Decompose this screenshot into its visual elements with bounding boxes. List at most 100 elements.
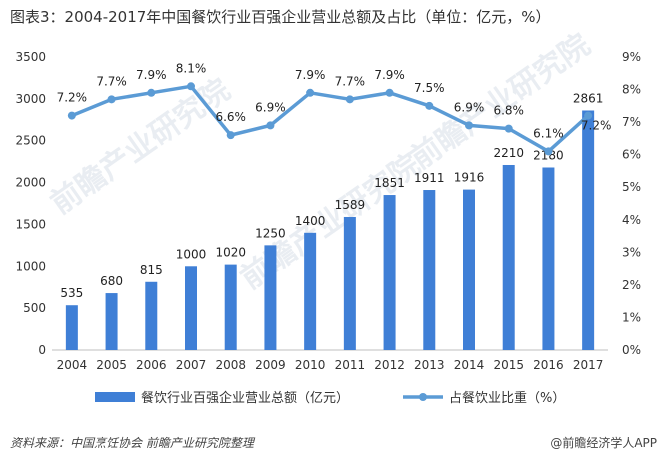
right-tick-8: 8%: [622, 83, 641, 97]
share-line: [71, 84, 590, 154]
share-point-2006: [147, 88, 156, 97]
legend-line-label: 占餐饮业比重（%）: [449, 390, 565, 406]
bar-label-2016: 2180: [533, 149, 564, 163]
x-tick-2004: 2004: [57, 358, 88, 372]
x-tick-2010: 2010: [295, 358, 326, 372]
x-tick-2007: 2007: [176, 358, 207, 372]
share-label-2010: 7.9%: [295, 68, 326, 82]
x-tick-2006: 2006: [136, 358, 167, 372]
share-label-2007: 8.1%: [176, 61, 207, 75]
bar-2006: [145, 281, 158, 350]
bar-label-2012: 1851: [374, 176, 405, 190]
x-axis: 2004 2005 2006 2007 2008 2009 2010 2011 2012 2013…: [52, 349, 608, 372]
bar-2014: [463, 189, 475, 350]
right-tick-5: 5%: [622, 180, 641, 194]
left-tick-0: 0: [38, 343, 46, 357]
share-label-2014: 6.9%: [454, 100, 485, 114]
source-note: 资料来源：中国烹饪协会 前瞻产业研究院整理: [10, 436, 254, 450]
x-tick-2017: 2017: [573, 358, 604, 372]
bar-label-2008: 1020: [215, 246, 246, 260]
share-label-2004: 7.2%: [57, 91, 88, 105]
bar-2005: [105, 293, 118, 350]
right-tick-7: 7%: [622, 115, 641, 129]
bar-2011: [343, 216, 356, 350]
bar-2017: [582, 110, 595, 350]
right-tick-9: 9%: [622, 50, 641, 64]
right-axis: 0% 1% 2% 3% 4% 5% 6% 7% 8% 9%: [622, 50, 641, 357]
bar-label-2004: 535: [60, 286, 83, 300]
share-label-2008: 6.6%: [215, 110, 246, 124]
left-tick-1000: 1000: [15, 259, 46, 273]
x-tick-2008: 2008: [215, 358, 246, 372]
bar-2012: [383, 195, 396, 350]
share-point-2017: [584, 111, 593, 120]
right-tick-1: 1%: [622, 310, 641, 324]
legend: 餐饮行业百强企业营业总额（亿元） 占餐饮业比重（%）: [95, 390, 565, 406]
share-label-2013: 7.5%: [414, 81, 445, 95]
line-series: [67, 82, 593, 156]
share-label-2011: 7.7%: [335, 74, 366, 88]
left-axis: 0 500 1000 1500 2000 2500 3000 3500: [15, 50, 46, 357]
share-point-2010: [306, 88, 315, 97]
bar-2004: [65, 305, 78, 350]
share-label-2015: 6.8%: [493, 104, 524, 118]
share-label-2012: 7.9%: [374, 68, 405, 82]
watermark-1: 前瞻产业研究院: [235, 147, 427, 296]
share-label-2005: 7.7%: [96, 74, 127, 88]
x-tick-2011: 2011: [335, 358, 366, 372]
right-tick-0: 0%: [622, 343, 641, 357]
chart-title: 图表3：2004-2017年中国餐饮行业百强企业营业总额及占比（单位：亿元，%）: [10, 8, 551, 26]
left-tick-3000: 3000: [15, 92, 46, 106]
share-point-2014: [465, 121, 473, 130]
left-tick-1500: 1500: [15, 217, 46, 231]
left-tick-3500: 3500: [15, 50, 46, 64]
legend-bar-label: 餐饮行业百强企业营业总额（亿元）: [141, 390, 349, 406]
legend-line-marker: [419, 393, 427, 401]
right-tick-4: 4%: [622, 213, 641, 227]
bar-2010: [304, 232, 317, 350]
share-point-2004: [67, 111, 76, 120]
x-tick-2012: 2012: [374, 358, 405, 372]
right-tick-3: 3%: [622, 245, 641, 259]
bar-2015: [502, 164, 515, 350]
share-label-2017: 7.2%: [581, 119, 612, 133]
bar-label-2006: 815: [140, 263, 163, 277]
bar-label-2014: 1916: [454, 171, 485, 185]
share-label-2006: 7.9%: [136, 68, 167, 82]
share-point-2016: [544, 147, 553, 156]
share-point-2005: [107, 95, 116, 104]
left-tick-500: 500: [23, 301, 46, 315]
bar-label-2005: 680: [100, 274, 123, 288]
x-tick-2014: 2014: [454, 358, 485, 372]
share-label-2016: 6.1%: [533, 126, 564, 140]
x-tick-2015: 2015: [493, 358, 524, 372]
x-tick-2005: 2005: [96, 358, 127, 372]
right-tick-6: 6%: [622, 148, 641, 162]
bar-2009: [264, 245, 277, 350]
right-tick-2: 2%: [622, 278, 641, 292]
bar-2008: [224, 264, 237, 350]
bar-label-2017: 2861: [573, 91, 604, 105]
left-tick-2500: 2500: [15, 134, 46, 148]
share-label-2009: 6.9%: [255, 100, 286, 114]
share-point-2015: [504, 124, 513, 133]
x-tick-2013: 2013: [414, 358, 445, 372]
bar-label-2013: 1911: [414, 171, 445, 185]
x-tick-2016: 2016: [533, 358, 564, 372]
share-point-2007: [187, 82, 195, 91]
share-point-2008: [226, 131, 235, 140]
bar-value-labels: 535 680 815 1000 1020 1250 1400 1589 1851 1911 191…: [60, 91, 603, 300]
brand-credit: @前瞻经济学人APP: [550, 436, 657, 450]
bar-label-2015: 2210: [493, 146, 524, 160]
x-tick-2009: 2009: [255, 358, 286, 372]
share-point-2013: [425, 101, 434, 110]
share-point-2009: [266, 121, 275, 130]
left-tick-2000: 2000: [15, 176, 46, 190]
bar-label-2011: 1589: [335, 198, 366, 212]
bar-2016: [542, 167, 555, 350]
share-point-2012: [385, 88, 394, 97]
share-point-2011: [345, 95, 354, 104]
bar-series: [65, 110, 595, 350]
bar-2007: [185, 266, 197, 350]
